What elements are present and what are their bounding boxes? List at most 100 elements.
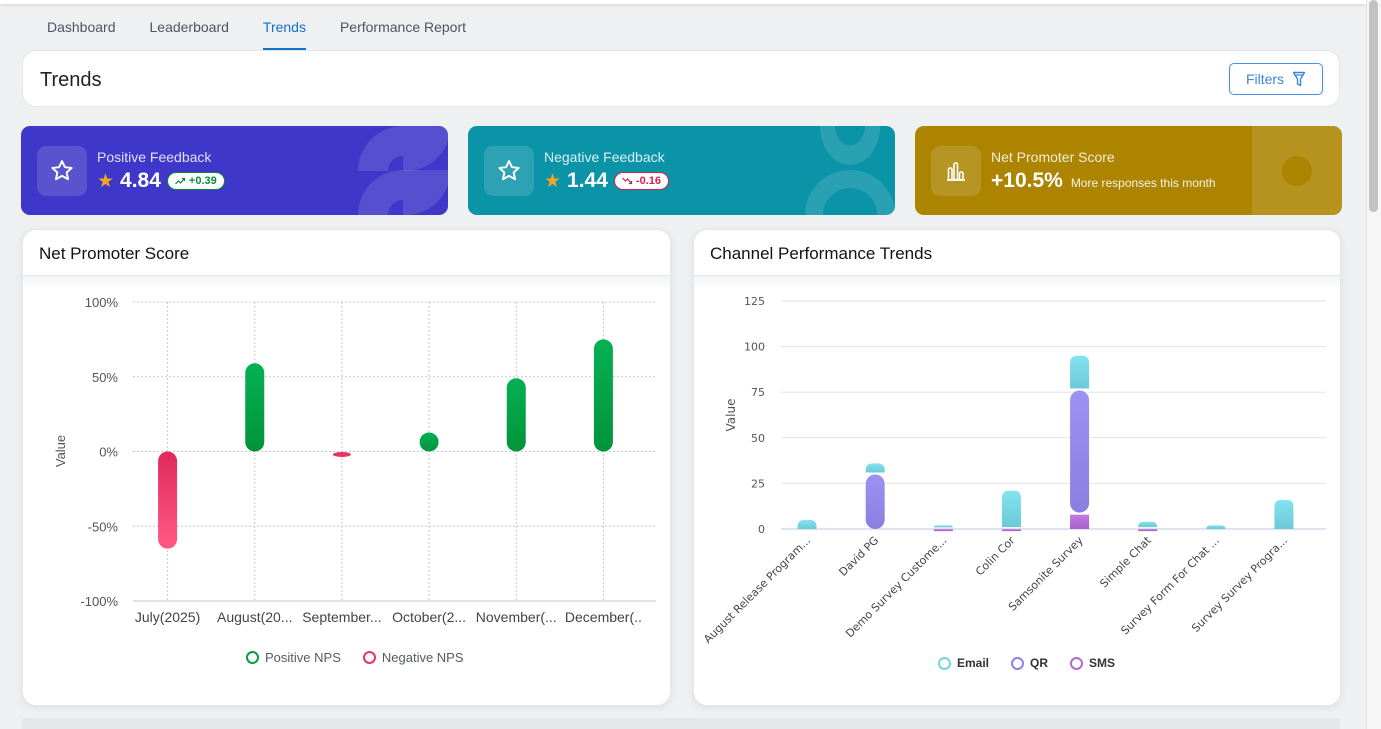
y-tick-label: 75 <box>751 386 765 399</box>
legend-item-sms[interactable]: SMS <box>1070 656 1115 670</box>
page-header: Trends Filters <box>22 50 1340 107</box>
legend-item-qr[interactable]: QR <box>1011 656 1048 670</box>
star-filled-icon: ★ <box>97 170 115 192</box>
nps-chart: Value 100% 50% 0% -50% -100% July(2025) Augus… <box>53 295 656 625</box>
legend-item-positive-nps[interactable]: Positive NPS <box>246 650 341 665</box>
x-tick-label: September... <box>302 609 381 625</box>
bar-segment-email[interactable] <box>1138 521 1158 528</box>
bar-segment-email[interactable] <box>865 463 885 473</box>
x-tick-label: July(2025) <box>135 609 200 625</box>
stat-card-positive-feedback: Positive Feedback ★ 4.84 +0.39 <box>21 126 448 215</box>
filter-icon <box>1292 71 1306 87</box>
bar-segment-email[interactable] <box>1070 355 1090 389</box>
bar-segment-email[interactable] <box>1001 490 1021 528</box>
tab-dashboard[interactable]: Dashboard <box>47 19 116 35</box>
legend-label: SMS <box>1089 656 1116 670</box>
change-badge: -0.16 <box>613 172 669 190</box>
y-tick-label: 25 <box>751 477 765 490</box>
bar-segment-qr[interactable] <box>1070 390 1090 513</box>
decorative-shape <box>1252 126 1342 215</box>
bar-negative-nps[interactable] <box>332 452 351 457</box>
x-tick-label: December(.. <box>565 609 642 625</box>
star-icon <box>498 160 520 181</box>
trend-down-icon <box>621 177 633 185</box>
bar-segment-email[interactable] <box>1206 525 1226 529</box>
decorative-shape <box>358 126 448 215</box>
stat-value: 1.44 <box>567 169 608 192</box>
tab-bar: Dashboard Leaderboard Trends Performance… <box>47 0 500 50</box>
y-tick-label: 0 <box>758 523 765 536</box>
page-title: Trends <box>40 69 102 91</box>
legend-label: Positive NPS <box>265 650 341 665</box>
change-badge: +0.39 <box>166 172 225 190</box>
legend-item-email[interactable]: Email <box>938 656 989 670</box>
bar-segment-email[interactable] <box>797 519 817 529</box>
star-filled-icon: ★ <box>544 170 562 192</box>
decorative-shape <box>805 126 895 215</box>
bar-positive-nps[interactable] <box>245 363 265 452</box>
channel-chart: Value 125 100 75 50 25 0 August Release Progr… <box>701 295 1326 646</box>
bar-negative-nps[interactable] <box>158 451 178 549</box>
top-bar <box>0 0 1366 4</box>
legend-label: QR <box>1030 656 1049 670</box>
x-tick-label: Simple Chat <box>1097 533 1154 590</box>
nps-chart-panel: Net Promoter Score Value 100% 50% 0% -50% -1… <box>22 229 671 706</box>
y-tick-label: 100% <box>85 295 119 310</box>
x-tick-label: August(20... <box>217 609 293 625</box>
next-section-edge <box>22 718 1340 729</box>
y-tick-label: 50% <box>92 370 118 385</box>
bar-segment-sms[interactable] <box>1070 514 1090 529</box>
y-tick-label: -100% <box>80 594 118 609</box>
divider <box>694 275 1340 276</box>
filters-button[interactable]: Filters <box>1229 63 1323 95</box>
tab-performance-report[interactable]: Performance Report <box>339 19 467 35</box>
bar-positive-nps[interactable] <box>419 432 439 452</box>
panel-title: Channel Performance Trends <box>710 244 933 263</box>
legend-marker <box>362 651 376 664</box>
tab-trends[interactable]: Trends <box>262 0 307 50</box>
divider-shade <box>694 276 1340 290</box>
x-tick-label: David PG <box>836 534 881 579</box>
legend-marker <box>1011 656 1025 670</box>
legend-label: Email <box>957 656 990 670</box>
legend-marker <box>938 656 951 670</box>
bar-segment-sms[interactable] <box>1138 529 1158 532</box>
tab-leaderboard[interactable]: Leaderboard <box>149 19 229 35</box>
bar-segment-email[interactable] <box>933 525 953 528</box>
stat-label: Negative Feedback <box>544 149 665 165</box>
star-icon <box>51 160 73 181</box>
y-axis-label: Value <box>53 435 68 467</box>
y-tick-label: 50 <box>751 432 765 445</box>
bar-segment-qr[interactable] <box>865 474 885 529</box>
star-icon-box <box>37 146 87 196</box>
y-tick-label: 0% <box>99 445 118 460</box>
stat-value: 4.84 <box>120 169 161 192</box>
channel-legend: Email QR SMS <box>938 656 1115 670</box>
nps-legend: Positive NPS Negative NPS <box>246 650 464 665</box>
legend-label: Negative NPS <box>381 650 464 665</box>
legend-item-negative-nps[interactable]: Negative NPS <box>362 650 464 665</box>
y-tick-label: 100 <box>744 341 765 354</box>
bar-chart-icon <box>947 162 965 181</box>
bar-segment-sms[interactable] <box>1001 529 1021 532</box>
stat-card-negative-feedback: Negative Feedback ★ 1.44 -0.16 <box>468 126 895 215</box>
bar-segment-email[interactable] <box>1274 499 1294 529</box>
divider <box>23 275 670 276</box>
bar-positive-nps[interactable] <box>506 378 526 452</box>
change-value: -0.16 <box>635 175 661 187</box>
channel-chart-panel: Channel Performance Trends Value 125 100 7… <box>693 229 1341 706</box>
stat-label: Net Promoter Score <box>991 149 1115 165</box>
x-tick-label: November(... <box>476 609 557 625</box>
y-tick-label: -50% <box>88 519 119 534</box>
stat-card-net-promoter-score: Net Promoter Score +10.5% More responses… <box>915 126 1342 215</box>
legend-marker <box>1070 656 1084 670</box>
x-tick-label: Samsonite Survey <box>1006 534 1086 614</box>
x-tick-label: Colin Cor <box>973 534 1018 579</box>
bar-positive-nps[interactable] <box>593 339 613 452</box>
scrollbar-thumb[interactable] <box>1369 0 1378 212</box>
bar-segment-sms[interactable] <box>933 529 953 532</box>
stat-label: Positive Feedback <box>97 149 212 165</box>
legend-marker <box>246 651 259 664</box>
vertical-scrollbar[interactable] <box>1366 0 1381 729</box>
star-icon-box <box>484 146 534 196</box>
